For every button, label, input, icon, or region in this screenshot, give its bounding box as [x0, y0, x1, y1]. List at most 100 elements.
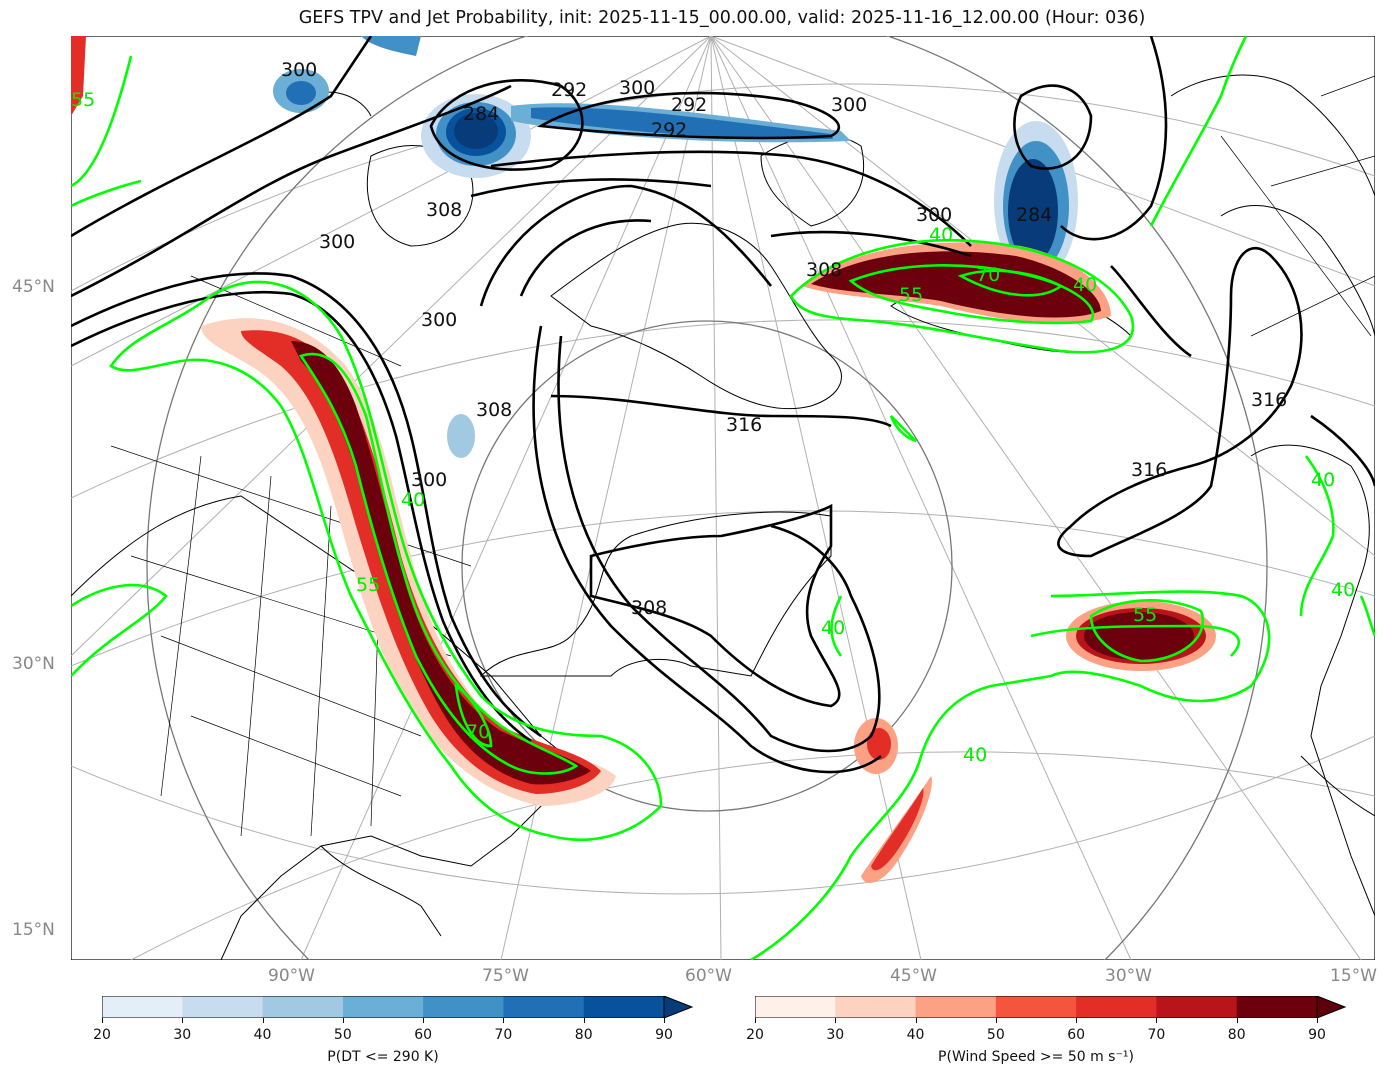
theta-label: 308 — [806, 259, 842, 281]
colorbar-tick-label: 90 — [1308, 1027, 1326, 1043]
theta-label: 292 — [651, 119, 687, 141]
theta-label: 308 — [476, 399, 512, 421]
map-panel: 292 300 292 300 284 292 300 308 300 300 … — [71, 36, 1375, 960]
jet-label: 70 — [976, 264, 1000, 286]
lon-label-30w: 30°W — [1105, 966, 1152, 986]
colorbar-tick-mark — [995, 1018, 997, 1023]
theta-label: 292 — [551, 79, 587, 101]
colorbar-tick-mark — [262, 1018, 264, 1023]
theta-label: 292 — [671, 94, 707, 116]
theta-label: 300 — [319, 231, 355, 253]
jet-label: 55 — [71, 89, 95, 111]
theta-label: 308 — [426, 199, 462, 221]
colorbar-wind — [755, 996, 1347, 1018]
colorbar-tick-label: 30 — [173, 1027, 192, 1043]
theta-label: 316 — [1251, 389, 1287, 411]
colorbar-tick-mark — [342, 1018, 344, 1023]
colorbar-tick-mark — [503, 1018, 505, 1023]
theta-label: 284 — [463, 103, 499, 125]
colorbar-dt-label: P(DT <= 290 K) — [327, 1049, 439, 1065]
colorbar-cell — [1236, 996, 1318, 1018]
colorbar-tick-label: 80 — [574, 1027, 593, 1043]
lat-label-30n: 30°N — [12, 654, 55, 674]
jet-label: 40 — [1331, 579, 1355, 601]
colorbar-cell — [423, 996, 504, 1018]
lat-label-15n: 15°N — [12, 920, 55, 940]
colorbar-wind-label: P(Wind Speed >= 50 m s⁻¹) — [938, 1049, 1134, 1065]
colorbar-tick-mark — [102, 1018, 103, 1023]
jet-label: 40 — [1311, 469, 1335, 491]
theta-label: 284 — [1016, 204, 1052, 226]
jet-label: 40 — [401, 489, 425, 511]
colorbar-tick-mark — [755, 1018, 756, 1023]
theta-label: 300 — [411, 469, 447, 491]
jet-contours — [71, 36, 1375, 960]
colorbar-cell — [1076, 996, 1157, 1018]
colorbar-tick-label: 40 — [253, 1027, 272, 1043]
jet-label: 70 — [466, 721, 490, 743]
lon-label-15w: 15°W — [1330, 966, 1377, 986]
jet-label: 55 — [1133, 604, 1157, 626]
jet-label: 40 — [821, 617, 845, 639]
theta-label: 308 — [631, 597, 667, 619]
jet-label: 40 — [963, 744, 987, 766]
colorbar-cell — [835, 996, 917, 1018]
theta-label: 316 — [1131, 459, 1167, 481]
jet-label: 40 — [1073, 274, 1097, 296]
colorbar-tick-mark — [1236, 1018, 1238, 1023]
colorbar-tick-mark — [915, 1018, 917, 1023]
colorbar-cell — [503, 996, 585, 1018]
lon-label-75w: 75°W — [482, 966, 529, 986]
jet-label: 55 — [356, 574, 380, 596]
theta-labels: 292 300 292 300 284 292 300 308 300 300 … — [281, 59, 1287, 619]
colorbar-cell — [262, 996, 344, 1018]
colorbar-tick-label: 20 — [746, 1027, 764, 1043]
colorbar-cell — [182, 996, 264, 1018]
lat-label-45n: 45°N — [12, 277, 55, 297]
theta-label: 300 — [619, 77, 655, 99]
jet-labels: 40 70 55 40 55 70 40 55 40 40 40 40 55 — [71, 89, 1355, 766]
colorbar-tick-label: 50 — [986, 1027, 1005, 1043]
lon-label-45w: 45°W — [890, 966, 937, 986]
colorbar-cell — [995, 996, 1077, 1018]
colorbar-tick-label: 60 — [1067, 1027, 1086, 1043]
map-title: GEFS TPV and Jet Probability, init: 2025… — [298, 8, 1146, 28]
colorbar-tick-label: 30 — [826, 1027, 845, 1043]
colorbar-tick-mark — [1156, 1018, 1158, 1023]
colorbar-tick-label: 70 — [1147, 1027, 1166, 1043]
colorbar-tick-mark — [1317, 1018, 1318, 1023]
theta-contours — [71, 36, 1375, 774]
colorbar-dt — [102, 996, 694, 1018]
theta-label: 316 — [726, 414, 762, 436]
colorbar-tick-label: 40 — [906, 1027, 925, 1043]
colorbar-tick-mark — [664, 1018, 665, 1023]
colorbar-tick-label: 50 — [333, 1027, 352, 1043]
colorbar-tick-mark — [423, 1018, 425, 1023]
map-canvas: 292 300 292 300 284 292 300 308 300 300 … — [71, 36, 1375, 960]
colorbar-tick-label: 20 — [93, 1027, 111, 1043]
theta-label: 300 — [281, 59, 317, 81]
graticule — [71, 36, 1375, 960]
colorbar-tick-label: 70 — [494, 1027, 513, 1043]
colorbar-tick-label: 90 — [655, 1027, 673, 1043]
colorbar-cell — [1156, 996, 1238, 1018]
colorbar-tick-label: 80 — [1227, 1027, 1246, 1043]
lon-label-60w: 60°W — [685, 966, 732, 986]
colorbar-cell — [755, 996, 836, 1018]
colorbar-tick-mark — [583, 1018, 585, 1023]
dt-probability-fill — [273, 36, 1078, 458]
theta-label: 300 — [421, 309, 457, 331]
colorbar-tick-mark — [182, 1018, 184, 1023]
lon-label-90w: 90°W — [268, 966, 315, 986]
colorbar-tick-mark — [1076, 1018, 1078, 1023]
theta-label: 300 — [831, 94, 867, 116]
colorbar-tick-label: 60 — [414, 1027, 433, 1043]
colorbar-tick-mark — [835, 1018, 837, 1023]
colorbar-cell — [342, 996, 424, 1018]
jet-label: 55 — [899, 284, 923, 306]
colorbar-cell — [102, 996, 183, 1018]
polar-circles — [146, 36, 1268, 960]
colorbar-cell — [583, 996, 665, 1018]
theta-label: 300 — [916, 204, 952, 226]
jet-label: 40 — [929, 224, 953, 246]
